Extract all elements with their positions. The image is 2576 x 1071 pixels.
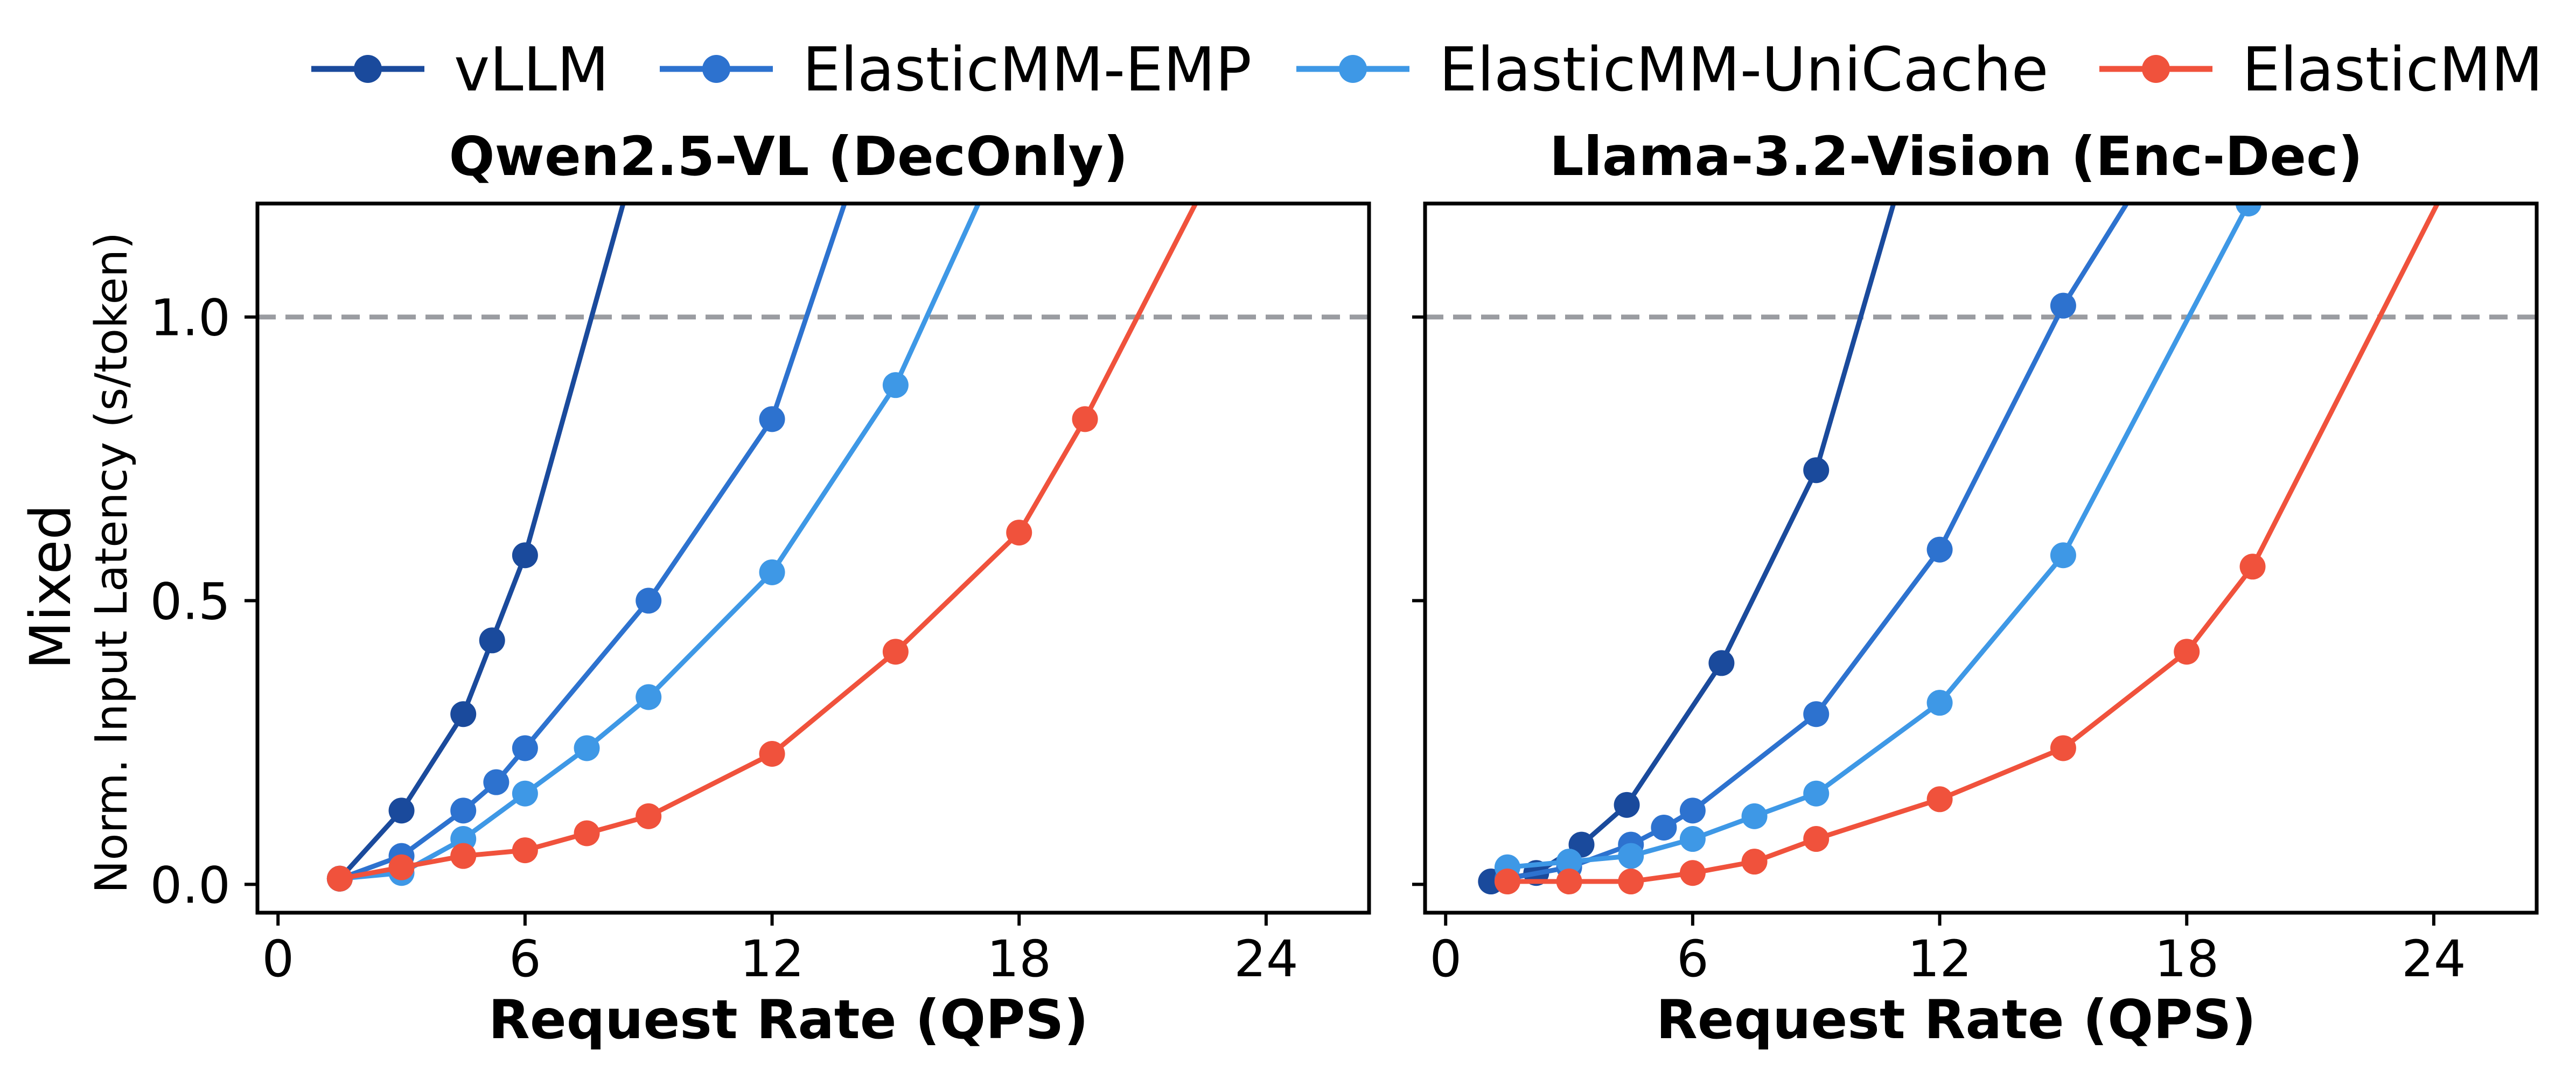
data-point-ElasticMM [388, 854, 415, 880]
y-tick-label: 0.5 [150, 573, 231, 632]
data-point-vLLM [450, 701, 477, 727]
data-point-ElasticMM-UniCache [1679, 826, 1706, 852]
panel-title: Qwen2.5-VL (DecOnly) [449, 125, 1128, 188]
data-point-ElasticMM [2050, 735, 2076, 761]
data-point-ElasticMM [1006, 520, 1032, 546]
legend-label: ElasticMM-UniCache [1439, 35, 2049, 105]
y-axis-label-main: Mixed [18, 505, 83, 670]
series-line-ElasticMM-UniCache [339, 204, 981, 881]
data-point-vLLM [512, 542, 538, 569]
data-point-ElasticMM [636, 803, 662, 829]
data-point-ElasticMM [450, 843, 477, 869]
legend-item-ElasticMM: ElasticMM [2099, 35, 2543, 105]
x-tick-label: 0 [262, 930, 294, 989]
legend-item-ElasticMM-UniCache: ElasticMM-UniCache [1296, 35, 2049, 105]
x-tick-label: 12 [740, 930, 805, 989]
data-point-ElasticMM-EMP [512, 735, 538, 761]
panel-title: Llama-3.2-Vision (Enc-Dec) [1549, 125, 2363, 188]
legend-item-vLLM: vLLM [311, 35, 609, 105]
x-tick-label: 18 [2154, 930, 2219, 989]
panel-llama: Llama-3.2-Vision (Enc-Dec) Request Rate … [1412, 125, 2539, 1051]
panel-qwen: Qwen2.5-VL (DecOnly) Request Rate (QPS) … [150, 125, 1371, 1051]
data-point-ElasticMM-EMP [1679, 797, 1706, 824]
series-line-ElasticMM-EMP [339, 204, 847, 881]
data-point-ElasticMM [1741, 849, 1768, 875]
data-point-ElasticMM-UniCache [574, 735, 600, 761]
data-point-ElasticMM [2239, 554, 2266, 580]
data-point-ElasticMM [2174, 639, 2200, 665]
x-axis-label: Request Rate (QPS) [488, 988, 1088, 1051]
legend-label: ElasticMM-EMP [802, 35, 1252, 105]
x-tick-label: 18 [987, 930, 1051, 989]
x-tick-label: 6 [1677, 930, 1709, 989]
data-point-ElasticMM [574, 820, 600, 846]
data-point-ElasticMM-UniCache [1926, 690, 1953, 716]
data-point-ElasticMM [326, 865, 353, 892]
data-point-ElasticMM [1926, 786, 1953, 813]
legend-marker [354, 55, 382, 83]
data-point-vLLM [1803, 457, 1830, 484]
series-line-ElasticMM-EMP [1507, 204, 2130, 881]
data-point-ElasticMM-UniCache [2235, 204, 2261, 216]
data-point-ElasticMM-EMP [759, 406, 785, 432]
data-point-ElasticMM-UniCache [882, 372, 909, 398]
y-axis-label-sub: Norm. Input Latency (s/token) [86, 232, 137, 893]
data-point-ElasticMM-EMP [2050, 292, 2076, 319]
legend-marker [2142, 55, 2170, 83]
data-point-ElasticMM [1494, 869, 1520, 895]
legend: vLLM ElasticMM-EMP ElasticMM-UniCache Elast… [311, 35, 2543, 105]
data-point-ElasticMM-UniCache [512, 780, 538, 807]
data-point-ElasticMM-UniCache [1803, 780, 1830, 807]
data-point-ElasticMM [1618, 869, 1644, 895]
plot-frame [1423, 201, 2539, 915]
x-tick-label: 12 [1908, 930, 1972, 989]
data-point-ElasticMM-EMP [1926, 536, 1953, 563]
data-point-vLLM [1614, 792, 1640, 818]
legend-item-ElasticMM-EMP: ElasticMM-EMP [660, 35, 1252, 105]
data-point-vLLM [388, 797, 415, 824]
data-point-ElasticMM-UniCache [1618, 843, 1644, 869]
data-point-ElasticMM-UniCache [2050, 542, 2076, 569]
data-point-ElasticMM [1072, 406, 1098, 432]
x-tick-label: 6 [509, 930, 541, 989]
legend-label: vLLM [454, 35, 609, 105]
data-point-ElasticMM-UniCache [636, 684, 662, 710]
data-point-ElasticMM [759, 740, 785, 767]
legend-marker [1339, 55, 1367, 83]
plot-area [1478, 204, 2440, 895]
data-point-ElasticMM [512, 837, 538, 864]
x-tick-label: 0 [1429, 930, 1462, 989]
data-point-ElasticMM-EMP [1651, 814, 1677, 841]
data-point-ElasticMM-UniCache [1741, 803, 1768, 829]
x-tick-label: 24 [2402, 930, 2466, 989]
data-point-ElasticMM [882, 639, 909, 665]
data-point-vLLM [1708, 650, 1735, 676]
data-point-vLLM [479, 627, 505, 654]
series-line-vLLM [338, 204, 626, 880]
y-tick-label: 1.0 [150, 289, 231, 348]
data-point-ElasticMM [1679, 860, 1706, 886]
data-point-ElasticMM-EMP [450, 797, 477, 824]
plot-frame [255, 201, 1371, 915]
data-point-ElasticMM-EMP [636, 587, 662, 614]
data-point-ElasticMM [1803, 826, 1830, 852]
series-line-ElasticMM [339, 204, 1199, 881]
data-point-ElasticMM-UniCache [1556, 849, 1582, 875]
x-tick-label: 24 [1234, 930, 1299, 989]
data-point-ElasticMM-EMP [483, 769, 509, 795]
data-point-ElasticMM [1556, 869, 1582, 895]
data-point-ElasticMM-UniCache [759, 559, 785, 585]
x-axis-label: Request Rate (QPS) [1656, 988, 2256, 1051]
series-line-ElasticMM-UniCache [1507, 204, 2252, 870]
plot-area [326, 204, 1199, 892]
series-line-ElasticMM [1507, 204, 2440, 884]
y-tick-label: 0.0 [150, 856, 231, 915]
legend-marker [702, 55, 730, 83]
data-point-ElasticMM-EMP [1803, 701, 1830, 727]
legend-label: ElasticMM [2242, 35, 2543, 105]
